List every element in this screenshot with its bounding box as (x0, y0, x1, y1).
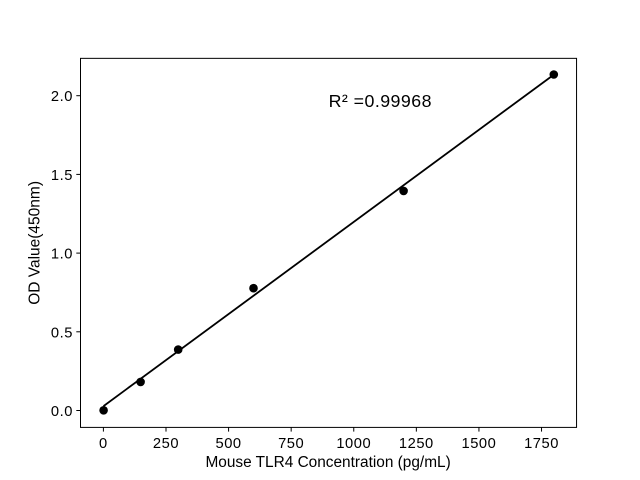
svg-text:2.0: 2.0 (51, 89, 73, 105)
svg-text:250: 250 (153, 436, 179, 452)
svg-text:1500: 1500 (462, 436, 497, 452)
svg-text:R² =0.99968: R² =0.99968 (329, 91, 432, 111)
svg-text:Mouse TLR4 Concentration (pg/m: Mouse TLR4 Concentration (pg/mL) (205, 454, 450, 471)
svg-text:0: 0 (99, 436, 108, 452)
svg-text:0.0: 0.0 (51, 404, 73, 420)
svg-text:750: 750 (278, 436, 304, 452)
svg-text:0.5: 0.5 (51, 325, 73, 341)
svg-text:500: 500 (216, 436, 242, 452)
svg-text:1.0: 1.0 (51, 247, 73, 263)
svg-text:1250: 1250 (399, 436, 434, 452)
svg-text:1.5: 1.5 (51, 168, 73, 184)
svg-text:1750: 1750 (524, 436, 559, 452)
svg-text:OD Value(450nm): OD Value(450nm) (26, 181, 43, 305)
svg-text:1000: 1000 (336, 436, 371, 452)
